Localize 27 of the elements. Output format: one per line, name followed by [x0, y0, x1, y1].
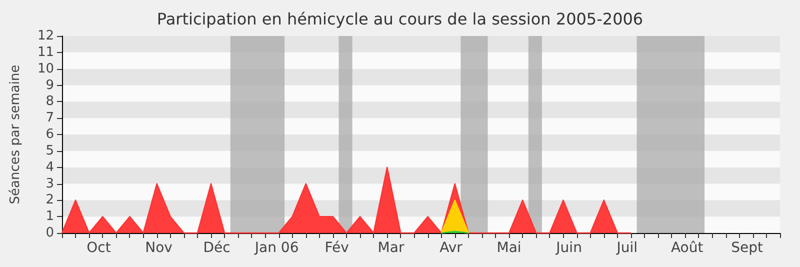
y-tick-label: 6 — [46, 127, 54, 142]
x-tick-label: Oct — [86, 240, 112, 256]
x-tick-label: Juin — [555, 240, 582, 256]
y-tick-label: 12 — [37, 28, 54, 44]
x-tick-label: Mar — [378, 240, 404, 256]
y-tick-label: 11 — [37, 44, 54, 60]
x-tick-label: Sept — [731, 240, 764, 256]
y-tick-label: 4 — [46, 160, 54, 175]
y-axis-title: Séances par semaine — [8, 64, 23, 204]
x-tick-label: Fév — [324, 240, 349, 256]
y-tick-label: 8 — [46, 94, 54, 110]
x-tick-label: Août — [670, 240, 704, 256]
x-tick-label: Jan 06 — [254, 240, 299, 256]
y-tick-label: 9 — [46, 78, 54, 93]
y-tick-label: 0 — [46, 226, 54, 240]
x-tick-label: Juil — [616, 240, 638, 256]
x-tick-label: Mai — [496, 240, 522, 256]
y-tick-label: 7 — [46, 110, 54, 126]
y-tick-label: 3 — [46, 176, 54, 192]
y-tick-label: 10 — [37, 61, 54, 76]
y-tick-label: 2 — [46, 192, 54, 208]
x-tick-label: Nov — [145, 240, 172, 256]
y-tick-label: 1 — [46, 209, 54, 224]
y-tick-label: 5 — [46, 143, 54, 158]
chart-title: Participation en hémicycle au cours de la session 2005-2006 — [156, 10, 644, 28]
x-tick-label: Avr — [440, 240, 463, 256]
x-tick-label: Déc — [203, 240, 230, 256]
